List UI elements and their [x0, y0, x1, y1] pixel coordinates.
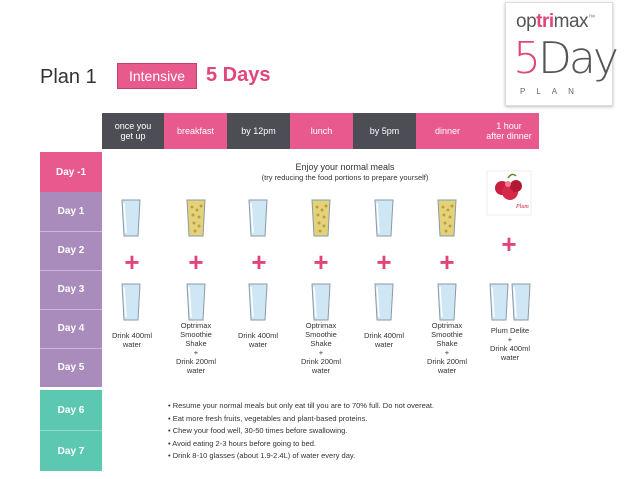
- plus-icon: +: [313, 247, 329, 277]
- water-glass-icon: [248, 283, 268, 321]
- water-glass-icon: [437, 283, 457, 321]
- day-divider: [40, 270, 102, 271]
- day-divider: [40, 348, 102, 349]
- col-by-5pm: by 5pm: [353, 113, 416, 149]
- caption-water: Drink 400ml water: [363, 331, 404, 349]
- day-3: Day 3: [57, 284, 85, 295]
- plus-icon: +: [251, 247, 267, 277]
- water-glass-icon: [489, 283, 509, 321]
- tip-item: • Avoid eating 2-3 hours before going to…: [168, 438, 317, 448]
- col-by-12pm: by 12pm: [227, 113, 290, 149]
- water-glass-icon: [311, 283, 331, 321]
- optrimax-5day-logo: optrimax™ 5Day PLAN: [505, 2, 619, 106]
- tips-list: • Resume your normal meals but only eat …: [168, 400, 528, 463]
- caption-smoothie-dinner: Optrimax Smoothie Shake + Drink 200ml water: [426, 321, 467, 375]
- tip-item: • Resume your normal meals but only eat …: [168, 401, 435, 410]
- logo-brand: optrimax™: [516, 11, 595, 32]
- plus-icon: +: [124, 247, 140, 277]
- plan-title: Plan 1: [40, 66, 97, 88]
- tip-item: • Eat more fresh fruits, vegetables and …: [168, 413, 368, 423]
- day-5: Day 5: [57, 362, 85, 373]
- day-1: Day 1: [57, 206, 85, 217]
- day-purple-block: [40, 192, 102, 387]
- caption-smoothie-breakfast: Optrimax Smoothie Shake + Drink 200ml water: [175, 321, 216, 375]
- smoothie-glass-icon: [311, 199, 331, 237]
- day-7: Day 7: [40, 430, 102, 471]
- water-glass-icon: [511, 283, 531, 321]
- plus-icon: +: [376, 247, 392, 277]
- caption-after-dinner: Plum Delite + Drink 400ml water: [489, 326, 530, 362]
- intensive-badge: Intensive: [117, 63, 197, 89]
- day-6: Day 6: [40, 390, 102, 430]
- enjoy-subtext: (try reducing the food portions to prepa…: [261, 173, 429, 182]
- water-glass-icon: [374, 199, 394, 237]
- tip-item: • Drink 8-10 glasses (about 1.9-2.4L) of…: [168, 451, 356, 460]
- col-dinner: dinner: [416, 113, 479, 149]
- col-breakfast: breakfast: [164, 113, 227, 149]
- plus-icon: +: [188, 247, 204, 277]
- day-minus-1: Day -1: [40, 152, 102, 192]
- water-glass-icon: [248, 199, 268, 237]
- water-glass-icon: [374, 283, 394, 321]
- water-glass-icon: [121, 283, 141, 321]
- col-lunch: lunch: [290, 113, 353, 149]
- day-2: Day 2: [57, 245, 85, 256]
- col-once-you-get-up: once you get up: [102, 113, 164, 149]
- smoothie-glass-icon: [437, 199, 457, 237]
- logo-plan: PLAN: [520, 87, 585, 96]
- water-glass-icon: [121, 199, 141, 237]
- days-title: 5 Days: [206, 64, 271, 86]
- smoothie-glass-icon: [186, 199, 206, 237]
- day-4: Day 4: [57, 323, 85, 334]
- day-divider: [40, 231, 102, 232]
- svg-text:Plum: Plum: [515, 204, 529, 210]
- tip-item: • Chew your food well, 30-50 times befor…: [168, 426, 348, 435]
- caption-water: Drink 400ml water: [111, 331, 152, 349]
- day-divider: [40, 309, 102, 310]
- col-after-dinner: 1 hour after dinner: [479, 113, 539, 149]
- logo-5day: 5Day: [513, 33, 619, 84]
- caption-smoothie-lunch: Optrimax Smoothie Shake + Drink 200ml water: [300, 321, 341, 375]
- caption-water: Drink 400ml water: [237, 331, 278, 349]
- enjoy-normal-meals: Enjoy your normal meals: [295, 162, 395, 172]
- plus-icon: +: [501, 229, 517, 259]
- plus-icon: +: [439, 247, 455, 277]
- water-glass-icon: [186, 283, 206, 321]
- plum-delite-product-icon: Plum: [486, 170, 532, 216]
